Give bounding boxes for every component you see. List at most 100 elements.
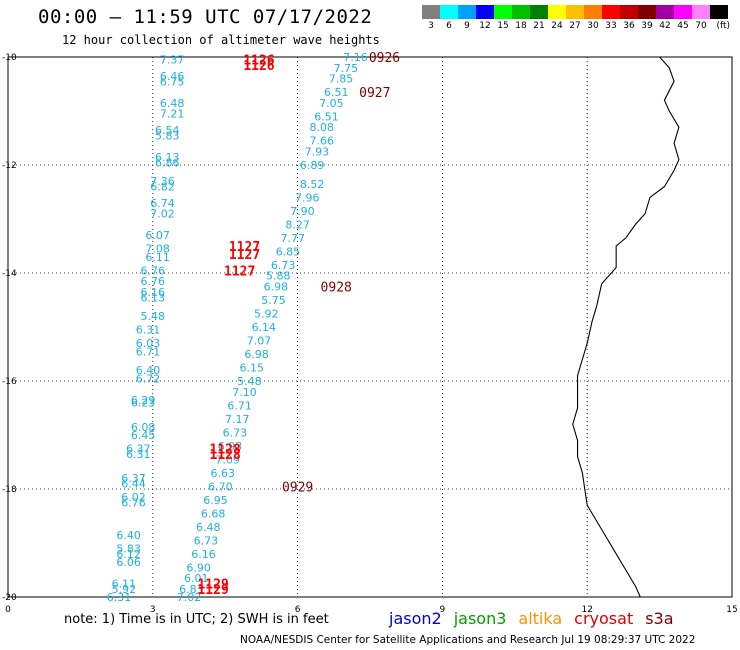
- legend-swatch: [530, 5, 548, 19]
- wave-height-label: 6.76: [141, 275, 166, 288]
- pass-time-label: 1126: [243, 54, 274, 69]
- wave-height-label: 7.77: [281, 232, 306, 245]
- satellite-list: jason2 jason3 altika cryosat s3a: [389, 609, 686, 628]
- wave-height-label: 6.68: [201, 507, 226, 520]
- wave-height-label: 7.09: [215, 453, 240, 466]
- wave-height-label: 6.07: [145, 229, 170, 242]
- wave-height-label: 6.03: [136, 337, 161, 350]
- wave-height-label: 7.96: [295, 191, 320, 204]
- wave-height-label: 7.08: [145, 243, 170, 256]
- pass-time-label: 0929: [282, 480, 313, 495]
- map-frame: [7, 56, 733, 598]
- wave-height-label: 6.11: [145, 251, 170, 264]
- page-subtitle: 12 hour collection of altimeter wave hei…: [62, 33, 380, 47]
- legend-label: 21: [533, 21, 545, 31]
- pass-time-label: 1128: [210, 443, 241, 458]
- wave-height-label: 6.29: [131, 394, 156, 407]
- wave-height-label: 7.17: [225, 413, 250, 426]
- pass-time-label: 1127: [229, 248, 260, 263]
- pass-time-label: 1128: [210, 448, 241, 463]
- pass-time-label: 1129: [197, 583, 228, 598]
- legend-label: 6: [446, 21, 452, 31]
- y-tick-label: -14: [2, 269, 17, 279]
- satellite-cryosat: cryosat: [574, 609, 634, 628]
- wave-height-label: 7.90: [290, 205, 315, 218]
- y-tick-label: -20: [2, 593, 17, 603]
- legend-label: 24: [551, 21, 563, 31]
- legend-swatches: [422, 5, 728, 19]
- y-tick-label: -10: [2, 53, 17, 63]
- wave-height-label: 6.73: [271, 259, 296, 272]
- wave-height-label: 7.75: [334, 62, 359, 75]
- wave-height-label: 7.05: [319, 97, 344, 110]
- wave-height-label: 6.08: [131, 421, 156, 434]
- y-tick-label: -16: [2, 377, 17, 387]
- legend-swatch: [458, 5, 476, 19]
- legend-label: 9: [464, 21, 470, 31]
- legend-label: 15: [497, 21, 509, 31]
- footnote: note: 1) Time is in UTC; 2) SWH is in fe…: [64, 612, 329, 627]
- wave-height-label: 6.31: [136, 324, 161, 337]
- wave-height-label: 6.54: [155, 124, 180, 137]
- wave-height-label: 6.23: [131, 397, 156, 410]
- pass-time-label: 0926: [369, 51, 400, 66]
- wave-height-label: 6.83: [179, 583, 204, 596]
- pass-time-label: 1127: [224, 264, 255, 279]
- legend-swatch: [674, 5, 692, 19]
- wave-height-label: 5.88: [266, 270, 291, 283]
- coastline: [572, 56, 680, 598]
- wave-height-label: 6.51: [324, 86, 349, 99]
- wave-height-label: 8.08: [309, 121, 334, 134]
- wave-height-label: 6.11: [112, 578, 137, 591]
- legend-label: 33: [605, 21, 617, 31]
- wave-height-label: 5.92: [112, 583, 137, 596]
- pass-time-label: 1127: [229, 240, 260, 255]
- legend-swatch: [656, 5, 674, 19]
- wave-height-label: 8.52: [300, 178, 325, 191]
- wave-height-label: 6.37: [121, 472, 146, 485]
- wave-height-label: 7.85: [329, 73, 354, 86]
- wave-height-label: 6.15: [239, 362, 264, 375]
- wave-height-label: 7.37: [160, 54, 185, 67]
- wave-height-label: 6.76: [121, 497, 146, 510]
- wave-height-label: 7.36: [150, 175, 175, 188]
- x-tick-label: 15: [726, 605, 737, 615]
- wave-height-label: 7.16: [343, 51, 368, 64]
- legend-label: 18: [515, 21, 527, 31]
- satellite-altika: altika: [518, 609, 563, 628]
- legend-swatch: [710, 5, 728, 19]
- wave-height-label: 5.83: [116, 542, 141, 555]
- legend-label: 45: [677, 21, 689, 31]
- wave-height-label: 7.10: [232, 386, 257, 399]
- wave-height-label: 6.06: [116, 556, 141, 569]
- pass-time-label: 1129: [197, 578, 228, 593]
- legend-swatch: [512, 5, 530, 19]
- wave-height-label: 8.27: [285, 218, 310, 231]
- legend-unit: (ft): [716, 21, 730, 31]
- x-tick-label: 9: [440, 605, 446, 615]
- wave-height-label: 7.21: [160, 108, 185, 121]
- x-tick-label: 0: [5, 605, 11, 615]
- wave-height-label: 6.16: [141, 286, 166, 299]
- wave-height-label: 7.93: [305, 146, 330, 159]
- legend-swatch: [620, 5, 638, 19]
- wave-height-label: 6.51: [314, 110, 339, 123]
- wave-height-label: 6.37: [126, 443, 151, 456]
- x-tick-label: 12: [581, 605, 592, 615]
- pass-time-label: 0927: [359, 86, 390, 101]
- wave-height-label: 6.72: [136, 372, 161, 385]
- wave-height-label: 6.46: [160, 70, 185, 83]
- legend-swatch: [548, 5, 566, 19]
- wave-height-label: 6.01: [184, 572, 209, 585]
- x-tick-label: 6: [295, 605, 301, 615]
- wave-height-label: 6.82: [150, 181, 175, 194]
- legend-swatch: [422, 5, 440, 19]
- wave-height-label: 6.85: [276, 245, 301, 258]
- wave-height-label: 6.98: [244, 348, 269, 361]
- wave-height-label: 6.44: [121, 478, 146, 491]
- wave-height-label: 5.48: [237, 375, 262, 388]
- wave-height-label: 6.89: [300, 159, 325, 172]
- wave-height-label: 6.73: [194, 534, 219, 547]
- legend-label: 42: [659, 21, 671, 31]
